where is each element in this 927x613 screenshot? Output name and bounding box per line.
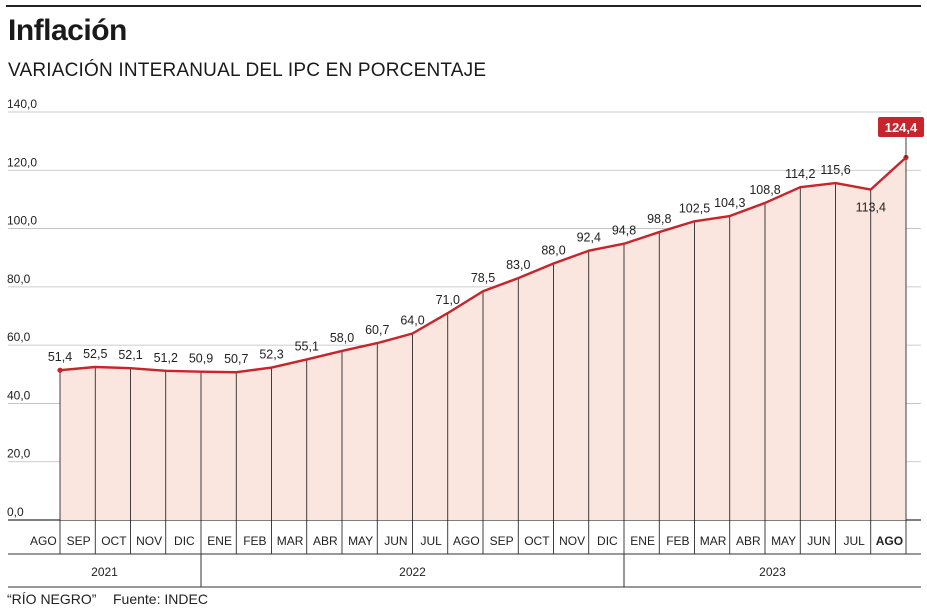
y-tick-label: 60,0 bbox=[7, 330, 31, 344]
y-tick-label: 80,0 bbox=[7, 272, 31, 286]
credit-text: “RÍO NEGRO” bbox=[7, 591, 97, 607]
x-tick-label: DIC bbox=[597, 534, 618, 548]
data-label: 64,0 bbox=[400, 313, 424, 327]
source-text: Fuente: INDEC bbox=[113, 591, 208, 607]
x-axis: AGO SEP OCT NOV DIC ENE FEB MAR ABR MAY JUN JUL AGO S… bbox=[8, 534, 921, 588]
data-labels: 51,4 52,5 52,1 51,2 50,9 50,7 52,3 55,1 58,0 60,7… bbox=[48, 117, 924, 366]
point-first bbox=[57, 367, 63, 373]
x-tick-label: MAR bbox=[277, 534, 304, 548]
y-tick-label: 0,0 bbox=[7, 505, 24, 519]
x-tick-label: SEP bbox=[67, 534, 91, 548]
data-label: 98,8 bbox=[647, 212, 671, 226]
chart-title: Inflación bbox=[8, 14, 127, 47]
data-label: 113,4 bbox=[856, 201, 886, 215]
x-tick-label: ABR bbox=[313, 534, 338, 548]
x-tick-label: NOV bbox=[559, 534, 585, 548]
x-tick-label: NOV bbox=[136, 534, 162, 548]
x-tick-label: SEP bbox=[490, 534, 514, 548]
y-tick-label: 140,0 bbox=[7, 97, 37, 111]
x-tick-label: MAY bbox=[348, 534, 373, 548]
data-label: 108,8 bbox=[749, 183, 780, 197]
data-label: 58,0 bbox=[330, 331, 354, 345]
x-tick-label: AGO bbox=[30, 534, 57, 548]
x-tick-label: JUL bbox=[843, 534, 865, 548]
year-label: 2021 bbox=[91, 565, 118, 579]
chart-subtitle: VARIACIÓN INTERANUAL DEL IPC EN PORCENTA… bbox=[8, 60, 487, 81]
data-label: 51,2 bbox=[154, 351, 178, 365]
x-tick-label: ABR bbox=[736, 534, 761, 548]
x-tick-label: FEB bbox=[666, 534, 689, 548]
y-tick-label: 100,0 bbox=[7, 214, 37, 228]
series-polyline bbox=[59, 156, 907, 374]
year-label: 2022 bbox=[399, 565, 426, 579]
x-tick-label: JUN bbox=[807, 534, 830, 548]
data-label: 102,5 bbox=[679, 201, 710, 215]
data-label: 78,5 bbox=[471, 271, 495, 285]
data-label: 88,0 bbox=[541, 244, 565, 258]
data-label: 52,3 bbox=[259, 348, 283, 362]
data-label: 124,4 bbox=[885, 120, 918, 135]
data-label: 60,7 bbox=[365, 323, 389, 337]
y-axis: 0,0 20,0 40,0 60,0 80,0 100,0 120,0 140,0 bbox=[7, 97, 37, 519]
data-label: 52,5 bbox=[83, 347, 107, 361]
x-tick-label: FEB bbox=[243, 534, 266, 548]
highlight-label-box bbox=[878, 117, 924, 137]
x-tick-label: OCT bbox=[524, 534, 550, 548]
year-label: 2023 bbox=[759, 565, 786, 579]
top-rule bbox=[6, 5, 921, 7]
data-label: 92,4 bbox=[577, 231, 601, 245]
x-tick-label: AGO bbox=[876, 534, 903, 548]
y-tick-label: 120,0 bbox=[7, 155, 37, 169]
y-tick-label: 40,0 bbox=[7, 388, 31, 402]
data-label: 71,0 bbox=[436, 293, 460, 307]
x-tick-label: ENE bbox=[630, 534, 655, 548]
month-dividers bbox=[59, 157, 907, 554]
data-label: 51,4 bbox=[48, 350, 72, 364]
data-label: 50,9 bbox=[189, 352, 213, 366]
data-label: 114,2 bbox=[785, 167, 815, 181]
data-label: 52,1 bbox=[118, 348, 142, 362]
y-tick-label: 20,0 bbox=[7, 447, 31, 461]
data-label: 94,8 bbox=[612, 224, 636, 238]
data-label: 115,6 bbox=[820, 163, 850, 177]
data-label: 104,3 bbox=[714, 196, 745, 210]
x-tick-label: OCT bbox=[101, 534, 127, 548]
x-tick-label: JUN bbox=[384, 534, 407, 548]
x-tick-label: MAY bbox=[771, 534, 796, 548]
x-tick-label: AGO bbox=[453, 534, 480, 548]
data-label: 50,7 bbox=[224, 352, 248, 366]
x-tick-label: ENE bbox=[207, 534, 232, 548]
data-label: 83,0 bbox=[506, 258, 530, 272]
x-tick-label: JUL bbox=[420, 534, 442, 548]
x-tick-label: MAR bbox=[700, 534, 727, 548]
x-tick-label: DIC bbox=[174, 534, 195, 548]
data-label: 55,1 bbox=[295, 339, 319, 353]
